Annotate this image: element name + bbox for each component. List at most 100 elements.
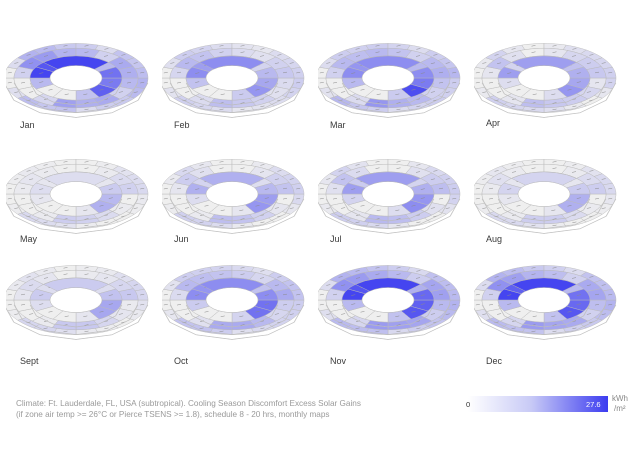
- zone-tag: [430, 178, 435, 180]
- zone-tag: [516, 205, 521, 207]
- zone-tag: [199, 171, 205, 173]
- zone-tag: [39, 197, 44, 199]
- zone-tag: [104, 48, 109, 50]
- zone-tag: [240, 324, 245, 326]
- ring-wall: [6, 82, 149, 118]
- zone-tag: [83, 209, 88, 211]
- month-map: Jun: [162, 156, 318, 276]
- zone-tag: [355, 48, 360, 50]
- zone-tag: [39, 81, 44, 83]
- zone-tag: [567, 311, 572, 313]
- zone-tag: [282, 187, 288, 190]
- zone-tag: [355, 221, 360, 223]
- zone-tag: [118, 91, 123, 93]
- zone-tag: [240, 102, 245, 104]
- zone-tag: [104, 270, 109, 272]
- zone-tag: [576, 303, 581, 305]
- zone-tag: [199, 48, 204, 50]
- zone-tag: [332, 198, 338, 200]
- zone-tag: [332, 82, 338, 84]
- zone-tag: [104, 221, 109, 223]
- zone-tag: [264, 303, 269, 305]
- ring-wall: [29, 304, 123, 328]
- zone-tag: [185, 313, 190, 315]
- ring-wall: [318, 198, 461, 234]
- zone-tag: [531, 108, 536, 111]
- zone-tag: [396, 108, 401, 111]
- zone-tag: [84, 324, 89, 326]
- zone-tag: [108, 188, 113, 190]
- ring-diagram: [474, 43, 617, 118]
- zone-tag: [133, 62, 138, 64]
- zone-tag: [219, 224, 224, 227]
- zone-tag: [14, 178, 19, 180]
- zone-tag: [83, 93, 88, 95]
- zone-tag: [185, 91, 190, 93]
- zone-tag: [170, 91, 175, 93]
- zone-tag: [552, 273, 557, 275]
- zone-tag: [64, 93, 69, 95]
- ring-wall: [474, 82, 617, 118]
- zone-tag: [576, 72, 581, 74]
- zone-tag: [163, 81, 168, 84]
- zone-tag: [170, 284, 175, 286]
- zone-tag: [396, 330, 401, 333]
- zone-tag: [482, 62, 487, 64]
- zone-tag: [7, 293, 12, 296]
- zone-tag: [341, 91, 346, 93]
- zone-tag: [482, 284, 487, 286]
- zone-tag: [552, 324, 557, 326]
- zone-tag: [84, 45, 89, 47]
- zone-tag: [259, 55, 265, 57]
- zone-tag: [219, 161, 224, 163]
- zone-tag: [29, 91, 34, 93]
- ring-wall: [318, 304, 461, 340]
- zone-tag: [608, 293, 613, 296]
- zone-tag: [507, 72, 512, 74]
- zone-tag: [199, 164, 204, 166]
- zone-tag: [488, 198, 494, 200]
- zone-tag: [445, 62, 450, 64]
- zone-tag: [121, 276, 126, 278]
- zone-tag: [26, 276, 31, 278]
- zone-tag: [121, 170, 126, 172]
- zone-tag: [240, 330, 245, 333]
- zone-tag: [163, 187, 168, 190]
- zone-tag: [494, 276, 499, 278]
- ring-wall: [162, 304, 305, 340]
- zone-tag: [571, 277, 577, 279]
- zone-tag: [516, 311, 521, 313]
- zone-tag: [43, 55, 49, 57]
- peak-zone: [354, 277, 422, 292]
- zone-tag: [219, 167, 224, 169]
- zone-tag: [420, 294, 425, 296]
- zone-tag: [375, 330, 380, 333]
- zone-tag: [63, 273, 68, 275]
- zone-tag: [84, 161, 89, 163]
- zone-tag: [326, 178, 331, 180]
- zone-tag: [532, 209, 537, 211]
- ring-wall: [169, 82, 295, 114]
- zone-tag: [133, 313, 138, 315]
- ring-wall: [29, 198, 123, 222]
- zone-tag: [240, 167, 245, 169]
- zone-tag: [239, 209, 244, 211]
- zone-tag: [360, 89, 365, 91]
- zone-tag: [63, 267, 68, 269]
- zone-tag: [274, 284, 279, 286]
- zone-tag: [488, 293, 494, 296]
- ring-wall: [325, 82, 451, 114]
- zone-tag: [199, 270, 204, 272]
- zone-tag: [99, 89, 104, 91]
- zone-tag: [282, 71, 288, 74]
- zone-tag: [43, 221, 48, 223]
- zone-tag: [274, 91, 279, 93]
- zone-tag: [84, 108, 89, 111]
- zone-tag: [319, 197, 324, 200]
- zone-tag: [552, 330, 557, 333]
- zone-tag: [26, 321, 31, 323]
- zone-tag: [14, 91, 19, 93]
- ring-wall: [185, 198, 279, 222]
- zone-tag: [532, 93, 537, 95]
- zone-tag: [332, 304, 338, 306]
